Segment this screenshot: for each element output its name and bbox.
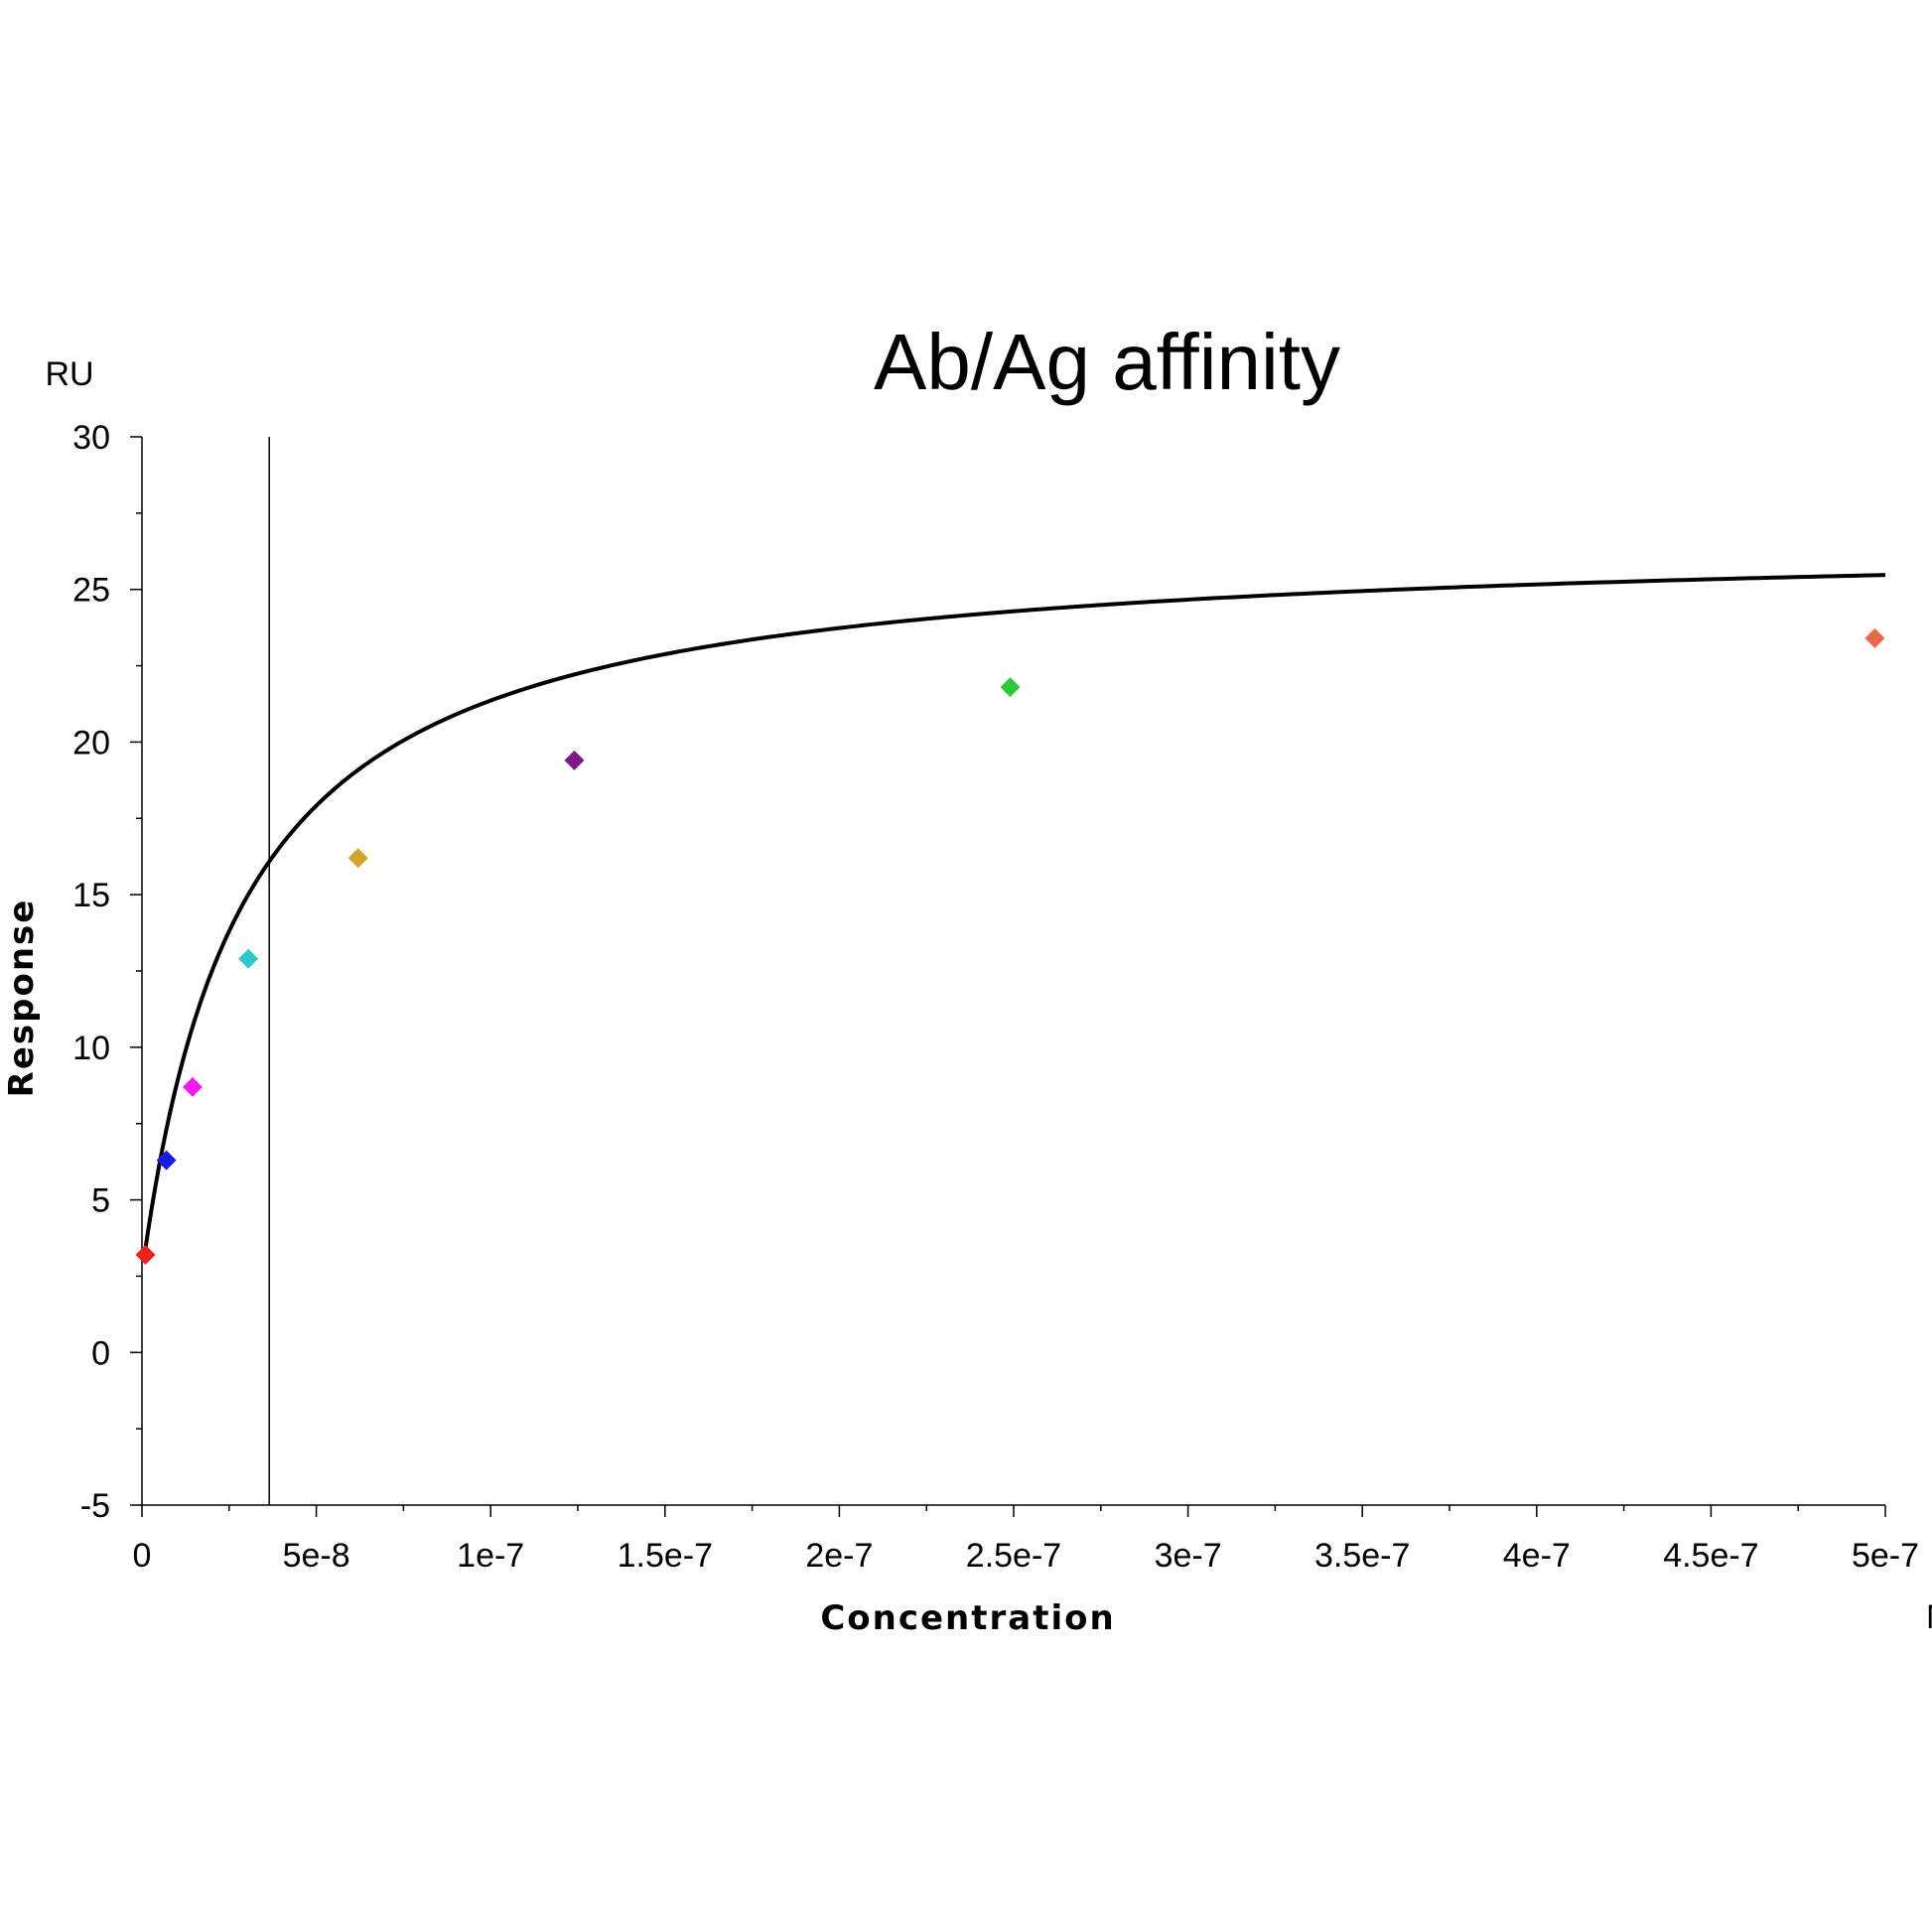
data-point bbox=[1000, 677, 1021, 698]
y-tick-label: 0 bbox=[91, 1334, 110, 1372]
x-unit-label: M bbox=[1926, 1598, 1932, 1636]
chart-title: Ab/Ag affinity bbox=[874, 318, 1340, 406]
y-tick-label: 5 bbox=[91, 1182, 110, 1220]
data-point bbox=[564, 750, 585, 770]
x-tick-label: 4e-7 bbox=[1503, 1537, 1571, 1575]
y-tick-label: 15 bbox=[72, 877, 110, 914]
x-axis-label: Concentration bbox=[820, 1598, 1115, 1638]
y-tick-label: 25 bbox=[72, 572, 110, 610]
fit-curve bbox=[143, 573, 1886, 1249]
y-tick-label: -5 bbox=[80, 1487, 110, 1525]
y-axis-ticks: -5 0 5 10 15 20 25 30 bbox=[72, 419, 142, 1525]
x-tick-label: 4.5e-7 bbox=[1663, 1537, 1758, 1575]
x-tick-label: 3e-7 bbox=[1155, 1537, 1222, 1575]
x-tick-label: 1.5e-7 bbox=[618, 1537, 713, 1575]
data-point bbox=[347, 848, 368, 869]
y-tick-label: 30 bbox=[72, 419, 110, 457]
data-point bbox=[238, 948, 259, 969]
y-axis-label: Response bbox=[2, 898, 42, 1098]
y-unit-label: RU bbox=[45, 355, 93, 393]
x-tick-label: 5e-8 bbox=[283, 1537, 350, 1575]
x-axis-ticks: 0 5e-8 1e-7 1.5e-7 2e-7 2.5e-7 3e-7 3.5e-7 4e-7 4… bbox=[133, 1505, 1919, 1575]
y-tick-label: 10 bbox=[72, 1030, 110, 1067]
data-point bbox=[156, 1150, 177, 1171]
x-tick-label: 2.5e-7 bbox=[966, 1537, 1061, 1575]
y-tick-label: 20 bbox=[72, 724, 110, 761]
x-tick-label: 2e-7 bbox=[805, 1537, 873, 1575]
data-point bbox=[1864, 627, 1885, 648]
x-tick-label: 1e-7 bbox=[457, 1537, 524, 1575]
x-tick-label: 5e-7 bbox=[1852, 1537, 1919, 1575]
data-point bbox=[135, 1244, 156, 1265]
data-point bbox=[182, 1076, 203, 1097]
x-tick-label: 0 bbox=[133, 1537, 152, 1575]
x-tick-label: 3.5e-7 bbox=[1314, 1537, 1410, 1575]
data-points bbox=[135, 627, 1885, 1265]
